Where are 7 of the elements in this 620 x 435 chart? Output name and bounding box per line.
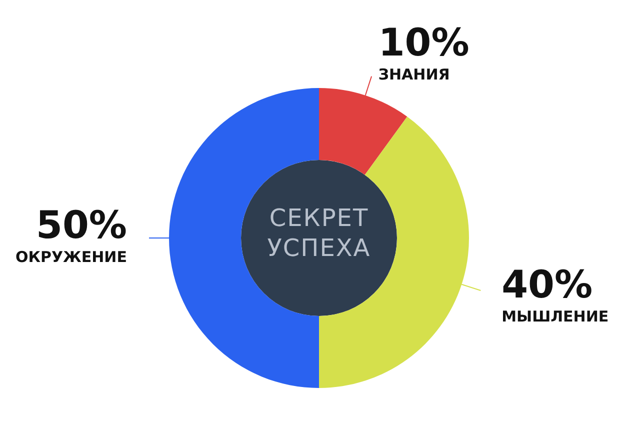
data-label: 10% [378,20,470,64]
data-label: 50% [36,203,127,247]
slice-label: МЫШЛЕНИЕ [502,307,609,326]
text: СЕКРЕТ УСПЕХА [266,203,372,263]
slice-label: ЗНАНИЯ [378,65,450,84]
data-label: 40% [502,262,593,306]
slice-label: ОКРУЖЕНИЕ [15,248,127,266]
